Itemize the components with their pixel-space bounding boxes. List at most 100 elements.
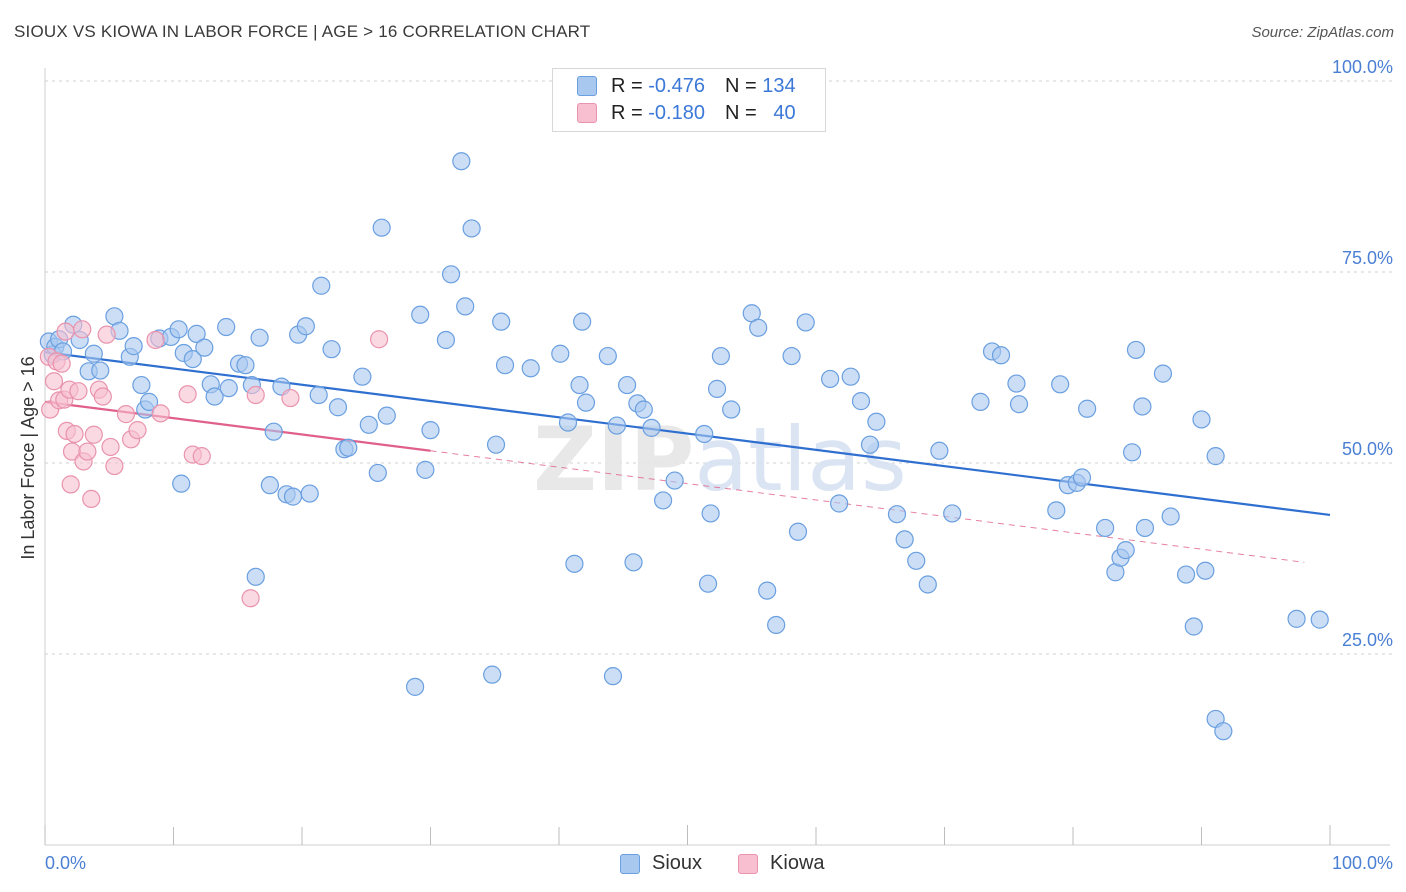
sioux-point [1078, 399, 1097, 418]
sioux-legend-label: Sioux [652, 852, 703, 874]
kiowa-r-label: R = [611, 101, 643, 124]
sioux-point [1192, 410, 1211, 429]
sioux-n-value: 134 [762, 74, 796, 97]
kiowa-n-value: 40 [773, 101, 796, 124]
x-tick-label-min: 0.0% [45, 853, 86, 873]
kiowa-point [69, 382, 88, 401]
sioux-n-label: N = [724, 74, 757, 97]
sioux-r-value: -0.476 [648, 74, 705, 97]
sioux-point [887, 505, 907, 524]
kiowa-r-value: -0.180 [648, 101, 705, 124]
sioux-point [1310, 610, 1329, 629]
sioux-point [84, 344, 103, 363]
sioux-point [169, 320, 188, 339]
y-tick-label: 100.0% [1332, 57, 1393, 77]
sioux-point [1047, 501, 1066, 520]
sioux-point [416, 460, 435, 479]
sioux-point [452, 152, 471, 171]
sioux-point [698, 574, 718, 593]
y-tick-label: 75.0% [1342, 248, 1393, 268]
sioux-point [642, 418, 661, 437]
kiowa-point [44, 372, 64, 391]
sioux-point [368, 463, 387, 483]
sioux-point [492, 312, 511, 331]
x-tick-label-max: 100.0% [1332, 853, 1393, 873]
kiowa-n-label: N = [724, 101, 757, 124]
sioux-point [377, 406, 396, 425]
sioux-point [634, 400, 653, 419]
sioux-point [796, 313, 815, 332]
kiowa-point [97, 325, 116, 344]
sioux-point [1126, 340, 1146, 360]
y-tick-label: 50.0% [1342, 439, 1393, 459]
sioux-point [421, 421, 440, 440]
legend-item-sioux: Sioux [620, 852, 702, 875]
trend-lines [44, 351, 1331, 563]
sioux-point [172, 474, 191, 493]
sioux-point [749, 318, 768, 337]
sioux-point [456, 297, 475, 316]
kiowa-point [78, 442, 97, 461]
legend-row-kiowa: R = -0.180 N = 40 [577, 100, 796, 126]
sioux-point [462, 219, 481, 238]
kiowa-point [128, 421, 147, 440]
sioux-point [1184, 617, 1203, 636]
series-legend: Sioux Kiowa [620, 852, 861, 875]
sioux-point [603, 667, 623, 686]
sioux-point [782, 346, 801, 366]
sioux-point [767, 615, 786, 635]
sioux-point [576, 393, 596, 412]
sioux-point [322, 340, 341, 359]
sioux-point [722, 400, 741, 419]
kiowa-point [56, 322, 75, 341]
sioux-point [264, 422, 283, 441]
kiowa-point [105, 456, 124, 476]
sioux-point [353, 367, 372, 386]
sioux-point [551, 344, 570, 363]
sioux-point [821, 369, 840, 389]
sioux-point [1123, 443, 1142, 462]
sioux-point [1009, 395, 1029, 414]
sioux-r-label: R = [611, 74, 643, 97]
sioux-trend-line [44, 351, 1331, 517]
kiowa-trend-line [44, 400, 431, 452]
kiowa-point [370, 330, 389, 349]
series-sioux [39, 152, 1329, 741]
kiowa-point [241, 589, 260, 608]
sioux-point [565, 554, 584, 573]
sioux-point [441, 265, 461, 284]
sioux-point [653, 491, 673, 510]
sioux-point [1206, 447, 1225, 466]
sioux-point [943, 504, 962, 523]
axes [44, 68, 1390, 846]
sioux-point [607, 416, 626, 435]
sioux-point [300, 484, 319, 503]
sioux-point [851, 392, 871, 411]
sioux-point [971, 392, 990, 411]
sioux-point [841, 367, 860, 386]
sioux-point [205, 387, 224, 406]
kiowa-point [116, 405, 136, 424]
sioux-point [573, 312, 592, 331]
sioux-point [219, 379, 238, 398]
sioux-point [570, 375, 589, 395]
kiowa-point [281, 388, 300, 408]
sioux-point [405, 677, 425, 696]
sioux-point [195, 338, 214, 357]
sioux-point [895, 530, 914, 549]
sioux-point [867, 412, 886, 431]
sioux-point [711, 346, 731, 366]
sioux-point [558, 413, 578, 432]
kiowa-point [246, 385, 265, 405]
sioux-point [930, 441, 949, 460]
sioux-point [217, 317, 236, 337]
sioux-point [183, 349, 202, 369]
watermark: ZIPatlas [533, 408, 907, 511]
sioux-point [830, 494, 849, 513]
sioux-point [250, 328, 269, 347]
kiowa-point [65, 424, 84, 444]
kiowa-point [151, 404, 170, 423]
sioux-point [312, 276, 331, 295]
sioux-point [296, 317, 315, 336]
